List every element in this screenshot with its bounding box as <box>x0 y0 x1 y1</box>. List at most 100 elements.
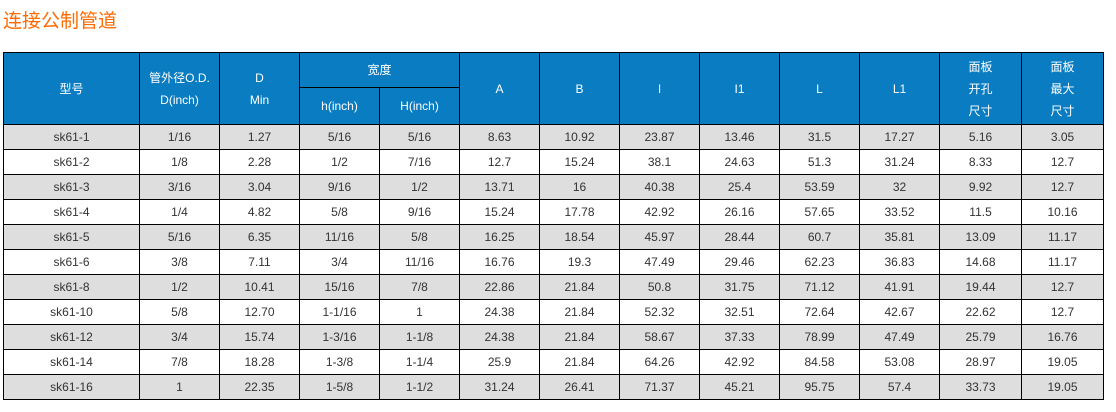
table-cell: 36.83 <box>859 249 941 275</box>
table-cell: 13.46 <box>699 124 781 150</box>
table-cell: 5/16 <box>299 124 380 150</box>
table-cell: 16.76 <box>459 249 541 275</box>
table-cell: 18.54 <box>539 224 621 250</box>
table-cell: 5/16 <box>139 224 220 250</box>
header-h-inch: h(inch) <box>299 87 380 125</box>
table-cell: 45.21 <box>699 374 781 400</box>
table-cell: 31.24 <box>859 149 941 175</box>
table-cell: 3/4 <box>299 249 380 275</box>
table-cell: 16 <box>539 174 621 200</box>
table-cell: 5.16 <box>939 124 1023 150</box>
table-cell: 12.7 <box>1021 299 1105 325</box>
table-cell: 8.63 <box>459 124 541 150</box>
table-cell: 57.65 <box>779 199 861 225</box>
table-cell: 57.4 <box>859 374 941 400</box>
table-cell: 21.84 <box>539 299 621 325</box>
table-cell: 41.91 <box>859 274 941 300</box>
header-i1: I1 <box>699 52 781 125</box>
table-cell: 1/16 <box>139 124 220 150</box>
table-cell: 15.24 <box>459 199 541 225</box>
table-cell: 6.35 <box>219 224 300 250</box>
header-d-line2: Min <box>249 92 270 107</box>
table-cell: 52.32 <box>619 299 701 325</box>
table-cell: sk61-2 <box>3 149 140 175</box>
table-cell: 7.11 <box>219 249 300 275</box>
table-cell: 12.70 <box>219 299 300 325</box>
table-cell: 42.92 <box>699 349 781 375</box>
header-od-line1: 管外径O.D. <box>149 70 210 85</box>
table-cell: 12.7 <box>1021 174 1105 200</box>
table-cell: sk61-1 <box>3 124 140 150</box>
table-cell: 1-5/8 <box>299 374 380 400</box>
header-text: 面板 <box>968 59 993 74</box>
table-cell: 38.1 <box>619 149 701 175</box>
table-cell: 47.49 <box>619 249 701 275</box>
table-cell: 53.59 <box>779 174 861 200</box>
header-text: 开孔 <box>968 81 993 96</box>
table-cell: 78.99 <box>779 324 861 350</box>
table-cell: 12.7 <box>1021 149 1105 175</box>
table-cell: 33.52 <box>859 199 941 225</box>
header-od: 管外径O.D. D(inch) <box>139 52 220 125</box>
table-cell: 22.35 <box>219 374 300 400</box>
header-a: A <box>459 52 541 125</box>
table-cell: 8.33 <box>939 149 1023 175</box>
header-od-line2: D(inch) <box>160 92 199 107</box>
table-cell: 1/8 <box>139 149 220 175</box>
table-cell: 13.71 <box>459 174 541 200</box>
table-cell: 1/4 <box>139 199 220 225</box>
table-cell: 10.41 <box>219 274 300 300</box>
table-cell: 51.3 <box>779 149 861 175</box>
table-cell: 23.87 <box>619 124 701 150</box>
header-H-inch: H(inch) <box>378 87 461 125</box>
table-row: sk61-10 5/8 12.70 1-1/16 1 24.38 21.84 52.32 32.… <box>3 299 1105 325</box>
table-cell: sk61-4 <box>3 199 140 225</box>
table-cell: 50.8 <box>619 274 701 300</box>
table-cell: 9/16 <box>378 199 461 225</box>
table-cell: 19.44 <box>939 274 1023 300</box>
table-row: sk61-4 1/4 4.82 5/8 9/16 15.24 17.78 42.92 26.16… <box>3 199 1105 225</box>
header-model: 型号 <box>3 52 140 125</box>
table-cell: 24.38 <box>459 299 541 325</box>
table-cell: 33.73 <box>939 374 1023 400</box>
table-cell: sk61-16 <box>3 374 140 400</box>
table-cell: 19.05 <box>1021 374 1105 400</box>
table-cell: 17.78 <box>539 199 621 225</box>
table-cell: 1 <box>378 299 461 325</box>
table-cell: 7/8 <box>378 274 461 300</box>
header-l: L <box>779 52 861 125</box>
table-cell: 35.81 <box>859 224 941 250</box>
header-width: 宽度 <box>298 52 461 88</box>
table-cell: 62.23 <box>779 249 861 275</box>
table-cell: 29.46 <box>699 249 781 275</box>
table-cell: 32.51 <box>699 299 781 325</box>
table-cell: 1 <box>139 374 220 400</box>
header-l1: L1 <box>859 52 941 125</box>
table-cell: 15.24 <box>539 149 621 175</box>
header-text: 尺寸 <box>968 103 993 118</box>
table-cell: 72.64 <box>779 299 861 325</box>
table-cell: 42.67 <box>859 299 941 325</box>
table-cell: sk61-14 <box>3 349 140 375</box>
table-cell: 21.84 <box>539 274 621 300</box>
header-d-min: D Min <box>219 52 300 125</box>
table-row: sk61-2 1/8 2.28 1/2 7/16 12.7 15.24 38.1 24.63 51… <box>3 149 1105 175</box>
table-cell: 11/16 <box>378 249 461 275</box>
table-cell: 31.5 <box>779 124 861 150</box>
table-row: sk61-16 1 22.35 1-5/8 1-1/2 31.24 26.41 71.37 45… <box>3 374 1105 400</box>
header-i: I <box>619 52 701 125</box>
table-cell: 22.86 <box>459 274 541 300</box>
table-cell: 84.58 <box>779 349 861 375</box>
table-cell: 11.17 <box>1021 224 1105 250</box>
table-cell: 32 <box>859 174 941 200</box>
table-cell: 10.92 <box>539 124 621 150</box>
table-cell: 3/4 <box>139 324 220 350</box>
spec-table: 型号 管外径O.D. D(inch) D Min 宽度 A B I I1 L L1 … <box>3 52 1105 400</box>
table-row: sk61-3 3/16 3.04 9/16 1/2 13.71 16 40.38 25.4 53.… <box>3 174 1105 200</box>
table-cell: 60.7 <box>779 224 861 250</box>
table-cell: 7/16 <box>378 149 461 175</box>
table-cell: 40.38 <box>619 174 701 200</box>
table-row: sk61-8 1/2 10.41 15/16 7/8 22.86 21.84 50.8 31.7… <box>3 274 1105 300</box>
table-cell: 15/16 <box>299 274 380 300</box>
table-cell: 16.25 <box>459 224 541 250</box>
